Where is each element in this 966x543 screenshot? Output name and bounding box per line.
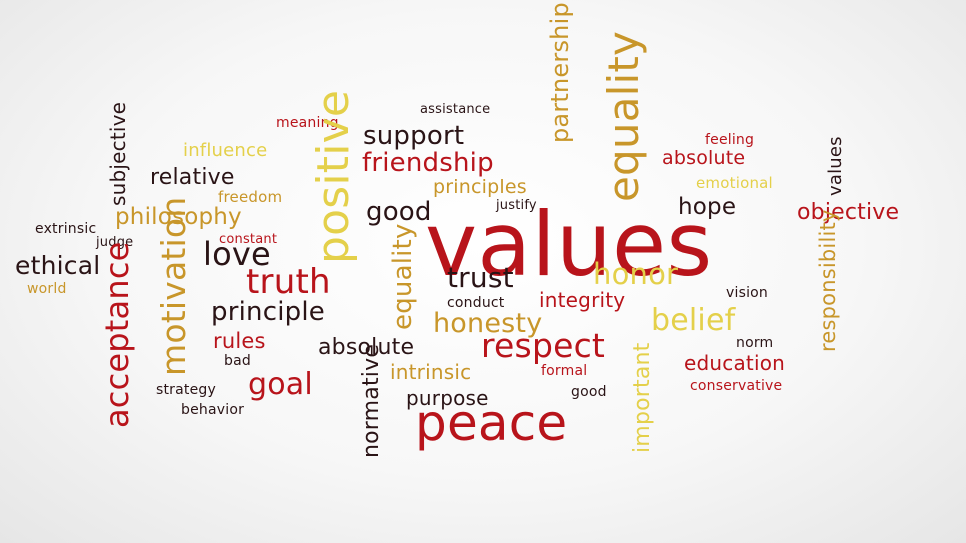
word-purpose: purpose xyxy=(406,386,489,410)
word-integrity: integrity xyxy=(539,288,626,312)
word-equality-small: equality xyxy=(388,223,418,330)
word-vision: vision xyxy=(726,285,768,301)
word-motivation: motivation xyxy=(154,196,193,376)
word-relative: relative xyxy=(150,165,235,190)
word-constant: constant xyxy=(219,232,278,247)
word-behavior: behavior xyxy=(181,402,245,418)
word-goal: goal xyxy=(248,367,313,402)
word-trust: trust xyxy=(447,261,514,294)
word-absolute-dark: absolute xyxy=(318,335,415,360)
word-principle: principle xyxy=(211,297,325,327)
word-truth: truth xyxy=(246,262,331,302)
word-extrinsic: extrinsic xyxy=(35,221,97,237)
word-feeling: feeling xyxy=(705,132,755,148)
word-respect: respect xyxy=(481,326,606,365)
word-norm: norm xyxy=(736,335,774,351)
word-philosophy: philosophy xyxy=(115,204,242,230)
word-important: important xyxy=(630,342,655,454)
word-peace: peace xyxy=(415,394,568,452)
word-partnership: partnership xyxy=(546,2,574,143)
word-objective: objective xyxy=(797,200,900,225)
word-responsibility: responsibility xyxy=(816,209,840,352)
word-support: support xyxy=(363,121,465,151)
word-equality-large: equality xyxy=(599,30,648,202)
word-meaning: meaning xyxy=(276,115,339,131)
word-hope: hope xyxy=(678,194,737,220)
word-rules: rules xyxy=(213,329,266,353)
word-good-small: good xyxy=(571,384,607,400)
word-love: love xyxy=(203,235,271,273)
word-influence: influence xyxy=(183,140,268,161)
word-absolute-red: absolute xyxy=(662,147,746,169)
word-positive: positive xyxy=(308,89,359,264)
word-education: education xyxy=(684,351,786,375)
word-assistance: assistance xyxy=(420,102,491,117)
word-judge: judge xyxy=(96,235,134,250)
word-conservative: conservative xyxy=(690,378,783,394)
word-strategy: strategy xyxy=(156,382,216,398)
word-world: world xyxy=(27,281,67,297)
word-conduct: conduct xyxy=(447,295,505,311)
word-freedom: freedom xyxy=(218,188,283,206)
word-honesty: honesty xyxy=(433,308,543,339)
word-normative: normative xyxy=(359,343,384,458)
word-values-vertical: values xyxy=(825,136,846,196)
word-justify: justify xyxy=(496,198,537,213)
word-acceptance: acceptance xyxy=(98,241,136,428)
word-belief: belief xyxy=(651,303,736,338)
word-honor: honor xyxy=(593,257,679,291)
word-friendship: friendship xyxy=(362,148,494,178)
word-emotional: emotional xyxy=(696,174,773,192)
word-values: values xyxy=(425,193,713,296)
word-ethical: ethical xyxy=(15,251,101,280)
word-principles: principles xyxy=(433,176,527,198)
word-bad: bad xyxy=(224,353,251,369)
word-intrinsic: intrinsic xyxy=(390,360,472,384)
word-formal: formal xyxy=(541,363,588,379)
word-good: good xyxy=(366,197,432,227)
word-subjective: subjective xyxy=(106,101,130,206)
